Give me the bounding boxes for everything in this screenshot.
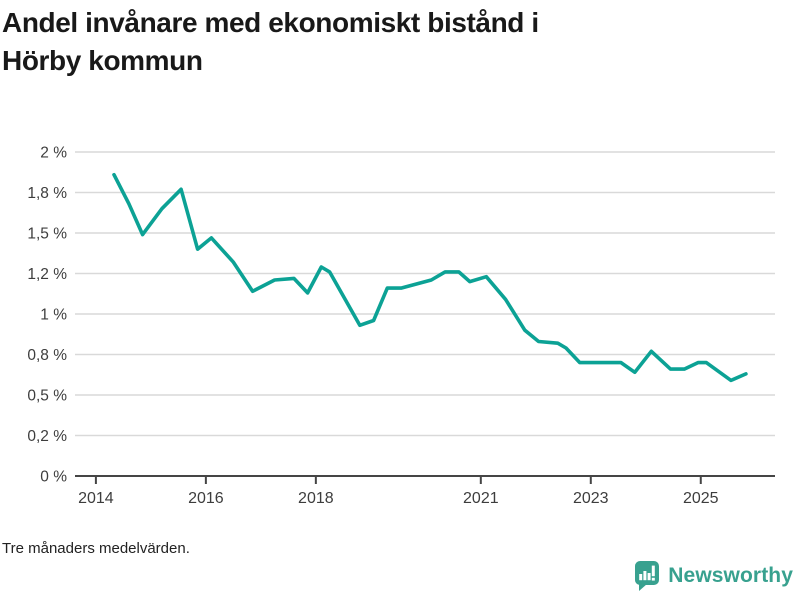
y-tick-label: 1,2 % xyxy=(27,266,67,283)
y-tick-label: 0,5 % xyxy=(27,388,67,405)
y-tick-label: 1,8 % xyxy=(27,185,67,202)
x-tick-label: 2025 xyxy=(683,490,719,507)
newsworthy-logo-link[interactable]: Newsworthy xyxy=(634,560,793,591)
y-tick-label: 2 % xyxy=(40,145,67,162)
chart-title-line2: Hörby kommun xyxy=(2,45,203,76)
newsworthy-wordmark: Newsworthy xyxy=(668,563,793,587)
newsworthy-logo-icon xyxy=(635,561,660,591)
x-tick-label: 2016 xyxy=(188,490,224,507)
y-tick-label: 0,2 % xyxy=(27,428,67,445)
chart-title-line1: Andel invånare med ekonomiskt bistånd i xyxy=(2,7,539,38)
x-tick-label: 2018 xyxy=(298,490,334,507)
chart-title: Andel invånare med ekonomiskt bistånd i H… xyxy=(2,4,792,80)
data-line xyxy=(112,172,748,383)
x-tick-label: 2021 xyxy=(463,490,499,507)
y-tick-label: 0,8 % xyxy=(27,347,67,364)
x-tick-label: 2014 xyxy=(78,490,114,507)
x-tick-label: 2023 xyxy=(573,490,609,507)
y-tick-label: 0 % xyxy=(40,469,67,486)
chart-footnote: Tre månaders medelvärden. xyxy=(2,540,190,557)
y-tick-label: 1,5 % xyxy=(27,226,67,243)
y-tick-label: 1 % xyxy=(40,307,67,324)
